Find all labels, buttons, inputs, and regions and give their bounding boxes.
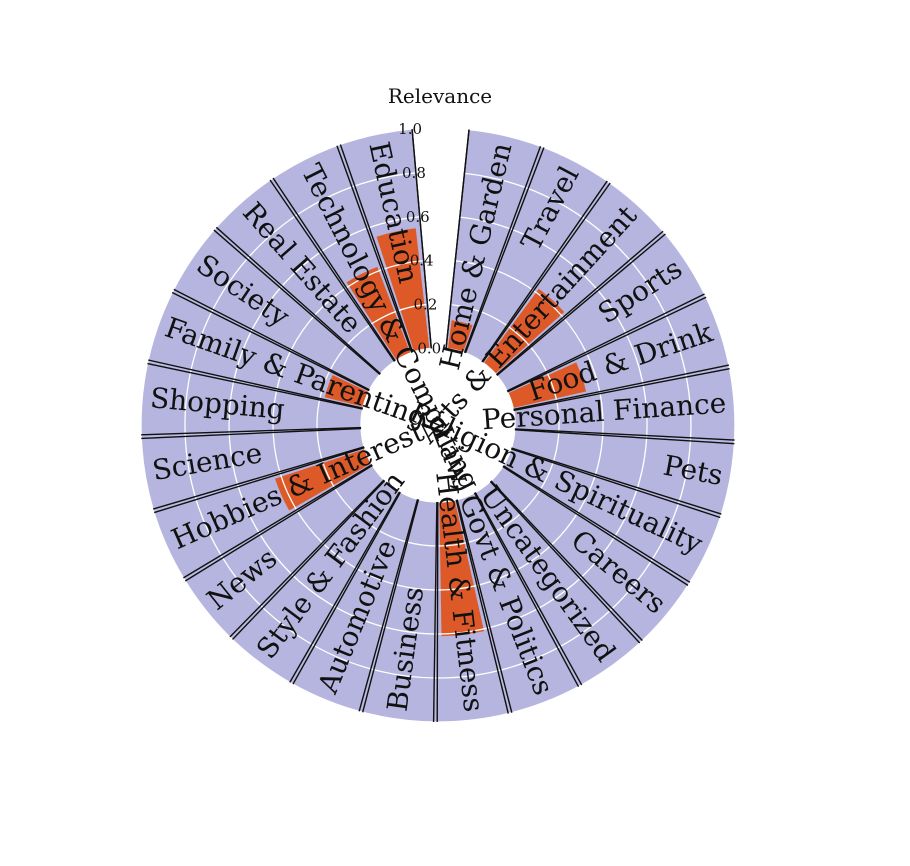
sector-divider-23-0 <box>336 145 413 353</box>
sector-divider-20-0 <box>171 291 370 392</box>
bars-layer <box>275 228 587 637</box>
sector-divider-3-1 <box>496 233 666 377</box>
sector-divider-22-0 <box>269 179 396 362</box>
sector-bg-sports <box>496 232 706 392</box>
sector-divider-8-0 <box>502 465 691 583</box>
bar-technology-computing <box>346 266 411 361</box>
grid-circle-5 <box>140 128 736 723</box>
bar-food-drink <box>508 362 587 409</box>
sector-divider-18-0 <box>141 427 362 440</box>
sector-divider-1-1 <box>464 147 545 354</box>
sector-divider-4-1 <box>507 296 707 393</box>
r-tick-label-1: 0.2 <box>414 295 438 313</box>
sector-divider-19-0 <box>147 362 363 410</box>
sector-divider-20-1 <box>173 288 370 391</box>
sector-bg-shopping <box>141 361 363 437</box>
sector-divider-9-0 <box>490 480 643 642</box>
bar-education <box>376 228 430 352</box>
grid-circle-1 <box>316 303 560 547</box>
sector-divider-22-1 <box>272 177 396 362</box>
sector-divider-13-0 <box>362 499 420 713</box>
sector-divider-7-1 <box>510 448 721 519</box>
sector-divider-9-1 <box>489 481 641 644</box>
sector-divider-11-0 <box>456 499 513 713</box>
sector-divider-16-0 <box>184 464 373 582</box>
sector-bg-family-parenting <box>147 290 370 409</box>
sector-divider-14-0 <box>292 491 402 685</box>
sector-divider-7-0 <box>511 447 722 515</box>
sector-divider-14-1 <box>289 491 401 683</box>
r-tick-label-3: 0.6 <box>406 208 430 226</box>
sector-bg-pets <box>511 429 735 516</box>
sector-bg-law-govt-politics <box>456 492 581 714</box>
sector-divider-15-0 <box>232 480 386 640</box>
grid-circle-2 <box>272 259 604 591</box>
dividers-layer <box>141 129 735 723</box>
r-tick-label-5: 1.0 <box>398 120 422 138</box>
sector-divider-10-1 <box>473 492 580 688</box>
bar-family-parenting <box>324 375 369 407</box>
sector-bg-personal-finance <box>513 366 735 442</box>
bar-arts-entertainment <box>483 288 565 374</box>
sector-divider-12-1 <box>432 501 438 722</box>
sector-divider-15-1 <box>229 479 385 638</box>
sector-divider-5-1 <box>513 367 730 412</box>
sector-bg-careers <box>490 466 689 642</box>
sector-divider-4-0 <box>506 293 705 392</box>
sector-bg-uncategorized <box>474 481 642 686</box>
sector-divider-12-0 <box>436 501 439 723</box>
sector-divider-6-1 <box>514 429 735 445</box>
sector-divider-16-1 <box>183 464 373 579</box>
sector-bg-automotive <box>291 491 419 712</box>
sector-divider-8-1 <box>502 465 689 586</box>
r-tick-label-4: 0.8 <box>402 164 426 182</box>
tick-labels-layer: 0.0 0.2 0.4 0.6 0.8 1.0 <box>398 120 441 357</box>
sector-divider-5-0 <box>513 364 730 411</box>
sector-divider-17-1 <box>152 446 365 510</box>
sector-divider-1-0 <box>463 146 542 353</box>
sector-divider-18-1 <box>141 426 362 436</box>
sector-divider-21-0 <box>213 229 381 375</box>
sector-bg-news <box>184 465 385 639</box>
sector-divider-13-1 <box>358 499 419 712</box>
sector-divider-10-0 <box>474 492 583 686</box>
bar-home-garden <box>447 320 473 353</box>
sector-divider-11-1 <box>455 499 509 714</box>
r-tick-label-0: 0.0 <box>417 339 441 357</box>
sector-bg-business <box>360 499 438 722</box>
sector-divider-2-1 <box>482 182 611 363</box>
sector-bg-style-fashion <box>231 480 400 684</box>
sector-bg-society <box>172 228 381 391</box>
sector-divider-3-0 <box>495 230 664 376</box>
sector-divider-23-1 <box>339 144 414 353</box>
bar-hobbies-interest <box>275 449 372 511</box>
sector-bg-travel <box>465 146 609 362</box>
r-tick-label-2: 0.4 <box>410 252 434 270</box>
sector-bg-religion-spirituality <box>503 448 721 584</box>
sector-divider-19-1 <box>148 359 364 409</box>
grid-circle-3 <box>228 216 648 635</box>
sector-bg-science <box>141 428 365 511</box>
bar-health-fitness <box>439 500 485 637</box>
sector-divider-6-0 <box>514 428 735 441</box>
sector-divider-21-1 <box>215 226 381 375</box>
sector-divider-0-1 <box>445 129 470 349</box>
sector-divider-2-0 <box>481 180 608 363</box>
radial-axis-title: Relevance <box>388 84 492 108</box>
grid-circle-4 <box>184 172 692 679</box>
sector-divider-17-0 <box>153 447 365 514</box>
sector-divider-24-1 <box>411 129 432 349</box>
grid-circle-0 <box>360 347 516 503</box>
sector-bg-real-estate <box>215 179 395 375</box>
grid-layer <box>140 128 736 723</box>
